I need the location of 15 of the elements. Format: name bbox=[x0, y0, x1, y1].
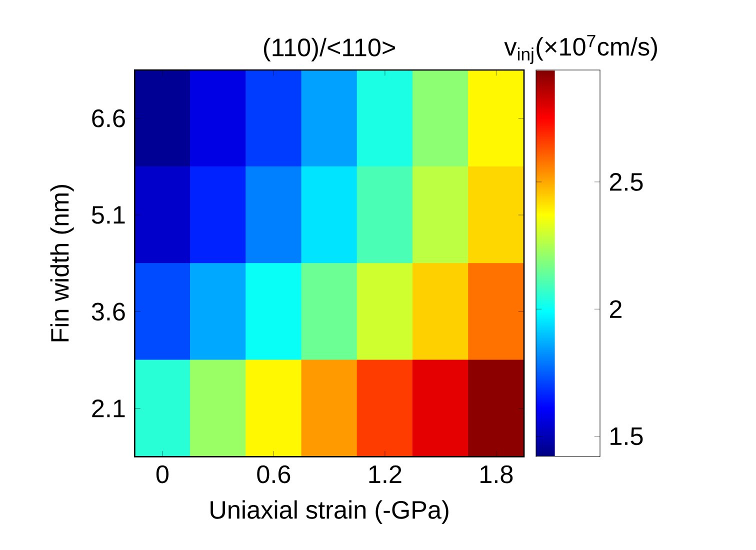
x-tick-label: 1.2 bbox=[369, 465, 402, 483]
y-tick-label: 5.1 bbox=[92, 206, 125, 224]
chart-title: (110)/<110> bbox=[264, 38, 395, 62]
x-tick-label: 0.6 bbox=[257, 465, 290, 484]
y-tick-label: 6.6 bbox=[92, 109, 125, 128]
x-tick-label: 1.8 bbox=[480, 465, 513, 484]
color-bar-label: 1.5 bbox=[610, 428, 643, 446]
y-tick-label: 3.6 bbox=[92, 302, 125, 321]
x-axis-title: Uniaxial strain (-GPa) bbox=[210, 500, 448, 524]
x-tick-label: 0 bbox=[156, 465, 168, 484]
color-bar-label: 2 bbox=[610, 300, 622, 318]
color-bar-label: 2.5 bbox=[610, 172, 643, 191]
y-tick-label: 2.1 bbox=[92, 400, 125, 418]
color-bar-title: v$_{inj}$(×10$^{7}$cm/s) bbox=[504, 34, 657, 64]
y-axis-title: Fin width (nm) bbox=[50, 185, 74, 342]
